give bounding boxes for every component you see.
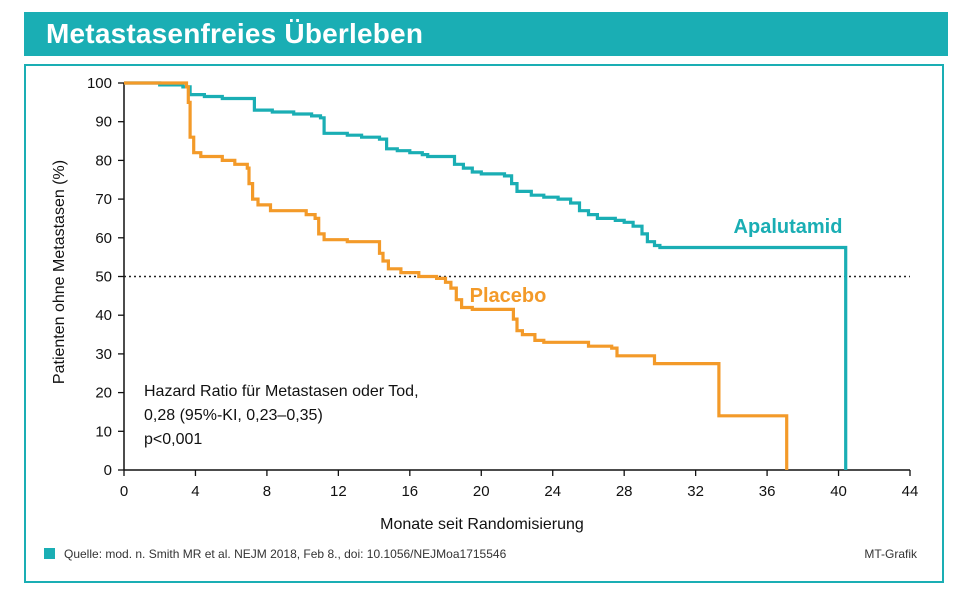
annotation-line-1: Hazard Ratio für Metastasen oder Tod,	[144, 383, 419, 400]
series-label-apalutamid: Apalutamid	[734, 216, 843, 238]
x-tick-label: 12	[330, 483, 347, 500]
annotation-line-2: 0,28 (95%-KI, 0,23–0,35)	[144, 407, 323, 424]
y-tick-label: 20	[95, 385, 112, 402]
y-tick-label: 100	[87, 75, 112, 92]
x-tick-label: 20	[473, 483, 490, 500]
x-tick-label: 44	[902, 483, 919, 500]
x-tick-label: 16	[401, 483, 418, 500]
series-line-apalutamid	[124, 81, 848, 470]
source-text: Quelle: mod. n. Smith MR et al. NEJM 201…	[64, 547, 507, 561]
credit-text: MT-Grafik	[864, 547, 918, 561]
page-title: Metastasenfreies Überleben	[46, 18, 424, 49]
source-marker	[44, 548, 55, 559]
axes: 0 10 20 30 40 50 60 70 80 90 100 0 4 8 12 16 20 24 28 32 36 4…	[87, 75, 918, 500]
y-tick-label: 70	[95, 191, 112, 208]
y-tick-label: 10	[95, 423, 112, 440]
y-tick-label: 40	[95, 307, 112, 324]
x-tick-label: 32	[687, 483, 704, 500]
y-tick-label: 50	[95, 269, 112, 286]
y-axis-label: Patienten ohne Metastasen (%)	[51, 160, 68, 384]
title-bar: Metastasenfreies Überleben	[24, 12, 948, 56]
x-tick-label: 8	[263, 483, 271, 500]
series-lines	[124, 81, 848, 470]
x-tick-label: 0	[120, 483, 128, 500]
series-label-placebo: Placebo	[470, 285, 547, 307]
y-tick-label: 80	[95, 152, 112, 169]
x-tick-label: 24	[544, 483, 561, 500]
y-tick-label: 90	[95, 114, 112, 131]
series-line-placebo	[124, 81, 789, 470]
chart-frame	[24, 64, 944, 583]
x-tick-label: 36	[759, 483, 776, 500]
y-tick-label: 60	[95, 230, 112, 247]
x-tick-label: 40	[830, 483, 847, 500]
x-axis-label: Monate seit Randomisierung	[380, 516, 584, 533]
y-tick-label: 30	[95, 346, 112, 363]
y-tick-label: 0	[104, 462, 112, 479]
x-tick-label: 4	[191, 483, 199, 500]
x-tick-label: 28	[616, 483, 633, 500]
annotation-line-3: p<0,001	[144, 431, 202, 448]
